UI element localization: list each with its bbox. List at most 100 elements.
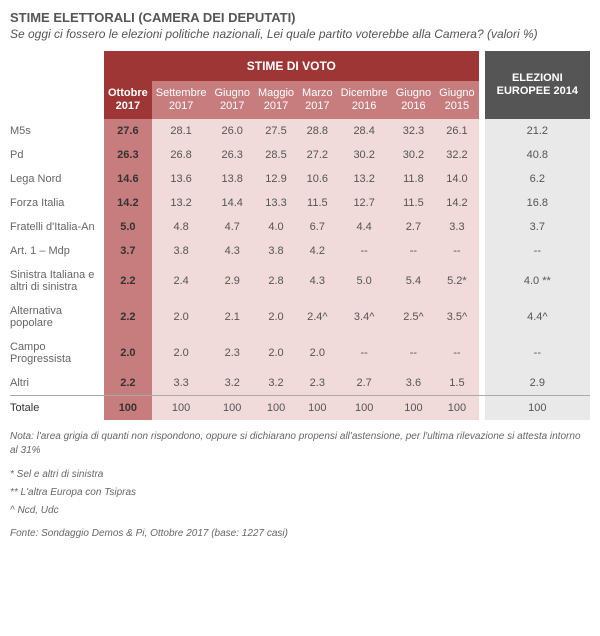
cell: 4.7 [210, 215, 253, 239]
corner-blank [10, 81, 104, 119]
cell: 28.1 [152, 119, 211, 143]
cell: 5.0 [337, 263, 392, 299]
cell: 2.8 [254, 263, 298, 299]
row-label: Totale [10, 396, 104, 421]
cell: 4.0 [254, 215, 298, 239]
cell: 2.5^ [392, 299, 435, 335]
cell: 28.8 [298, 119, 337, 143]
cell: 32.3 [392, 119, 435, 143]
eur-cell: 40.8 [485, 143, 590, 167]
cell: 100 [298, 396, 337, 421]
cell: 3.4^ [337, 299, 392, 335]
cell: 27.6 [104, 119, 152, 143]
col-header-7: Giugno2015 [435, 81, 478, 119]
cell: 26.3 [104, 143, 152, 167]
row-label: Lega Nord [10, 167, 104, 191]
eur-cell: 100 [485, 396, 590, 421]
cell: 2.4^ [298, 299, 337, 335]
total-row: Totale100100100100100100100100100 [10, 396, 590, 421]
cell: 100 [435, 396, 478, 421]
cell: 4.4 [337, 215, 392, 239]
table-row: Pd26.326.826.328.527.230.230.232.240.8 [10, 143, 590, 167]
cell: 2.7 [337, 371, 392, 396]
cell: 3.7 [104, 239, 152, 263]
cell: 2.7 [392, 215, 435, 239]
cell: 100 [210, 396, 253, 421]
cell: 14.0 [435, 167, 478, 191]
cell: 26.3 [210, 143, 253, 167]
cell: 2.3 [298, 371, 337, 396]
cell: 3.8 [254, 239, 298, 263]
eur-cell: 16.8 [485, 191, 590, 215]
cell: 14.6 [104, 167, 152, 191]
row-label: Fratelli d'Italia-An [10, 215, 104, 239]
table-row: M5s27.628.126.027.528.828.432.326.121.2 [10, 119, 590, 143]
row-label: Sinistra Italiana e altri di sinistra [10, 263, 104, 299]
cell: 4.2 [298, 239, 337, 263]
cell: 13.2 [152, 191, 211, 215]
eur-cell: -- [485, 239, 590, 263]
cell: 3.8 [152, 239, 211, 263]
cell: 4.3 [210, 239, 253, 263]
cell: 13.8 [210, 167, 253, 191]
cell: 10.6 [298, 167, 337, 191]
group-header: STIME DI VOTO [104, 51, 479, 81]
cell: 30.2 [392, 143, 435, 167]
cell: -- [337, 239, 392, 263]
row-label: Alternativa popolare [10, 299, 104, 335]
col-header-3: Maggio2017 [254, 81, 298, 119]
cell: 14.2 [104, 191, 152, 215]
row-label: Forza Italia [10, 191, 104, 215]
cell: 2.0 [298, 335, 337, 371]
cell: 14.4 [210, 191, 253, 215]
cell: 11.5 [392, 191, 435, 215]
table-row: Altri2.23.33.23.22.32.73.61.52.9 [10, 371, 590, 396]
cell: 30.2 [337, 143, 392, 167]
cell: 28.4 [337, 119, 392, 143]
cell: 13.6 [152, 167, 211, 191]
eur-cell: 21.2 [485, 119, 590, 143]
cell: 100 [337, 396, 392, 421]
cell: 6.7 [298, 215, 337, 239]
table-row: Sinistra Italiana e altri di sinistra2.2… [10, 263, 590, 299]
col-header-4: Marzo2017 [298, 81, 337, 119]
cell: 2.3 [210, 335, 253, 371]
col-header-6: Giugno2016 [392, 81, 435, 119]
cell: 100 [392, 396, 435, 421]
cell: 32.2 [435, 143, 478, 167]
cell: -- [392, 239, 435, 263]
cell: 3.2 [210, 371, 253, 396]
cell: 2.0 [254, 335, 298, 371]
cell: 26.0 [210, 119, 253, 143]
eur-header: ELEZIONI EUROPEE 2014 [485, 51, 590, 119]
cell: 2.4 [152, 263, 211, 299]
table-row: Fratelli d'Italia-An5.04.84.74.06.74.42.… [10, 215, 590, 239]
cell: 3.6 [392, 371, 435, 396]
col-header-5: Dicembre2016 [337, 81, 392, 119]
col-header-0: Ottobre2017 [104, 81, 152, 119]
page-title: STIME ELETTORALI (CAMERA DEI DEPUTATI) [10, 10, 590, 25]
poll-table: STIME DI VOTO ELEZIONI EUROPEE 2014 Otto… [10, 51, 590, 420]
cell: 2.0 [104, 335, 152, 371]
cell: 3.3 [152, 371, 211, 396]
cell: 2.2 [104, 263, 152, 299]
table-row: Alternativa popolare2.22.02.12.02.4^3.4^… [10, 299, 590, 335]
cell: 5.2* [435, 263, 478, 299]
cell: -- [337, 335, 392, 371]
cell: -- [435, 239, 478, 263]
cell: 2.1 [210, 299, 253, 335]
cell: 100 [152, 396, 211, 421]
cell: 3.5^ [435, 299, 478, 335]
cell: 2.9 [210, 263, 253, 299]
table-row: Art. 1 – Mdp3.73.84.33.84.2-------- [10, 239, 590, 263]
cell: 11.8 [392, 167, 435, 191]
cell: 13.2 [337, 167, 392, 191]
cell: 2.0 [152, 335, 211, 371]
cell: -- [435, 335, 478, 371]
cell: 2.2 [104, 299, 152, 335]
footnote: * Sel e altri di sinistra [10, 468, 590, 482]
table-row: Forza Italia14.213.214.413.311.512.711.5… [10, 191, 590, 215]
cell: 14.2 [435, 191, 478, 215]
cell: 3.2 [254, 371, 298, 396]
cell: 3.3 [435, 215, 478, 239]
